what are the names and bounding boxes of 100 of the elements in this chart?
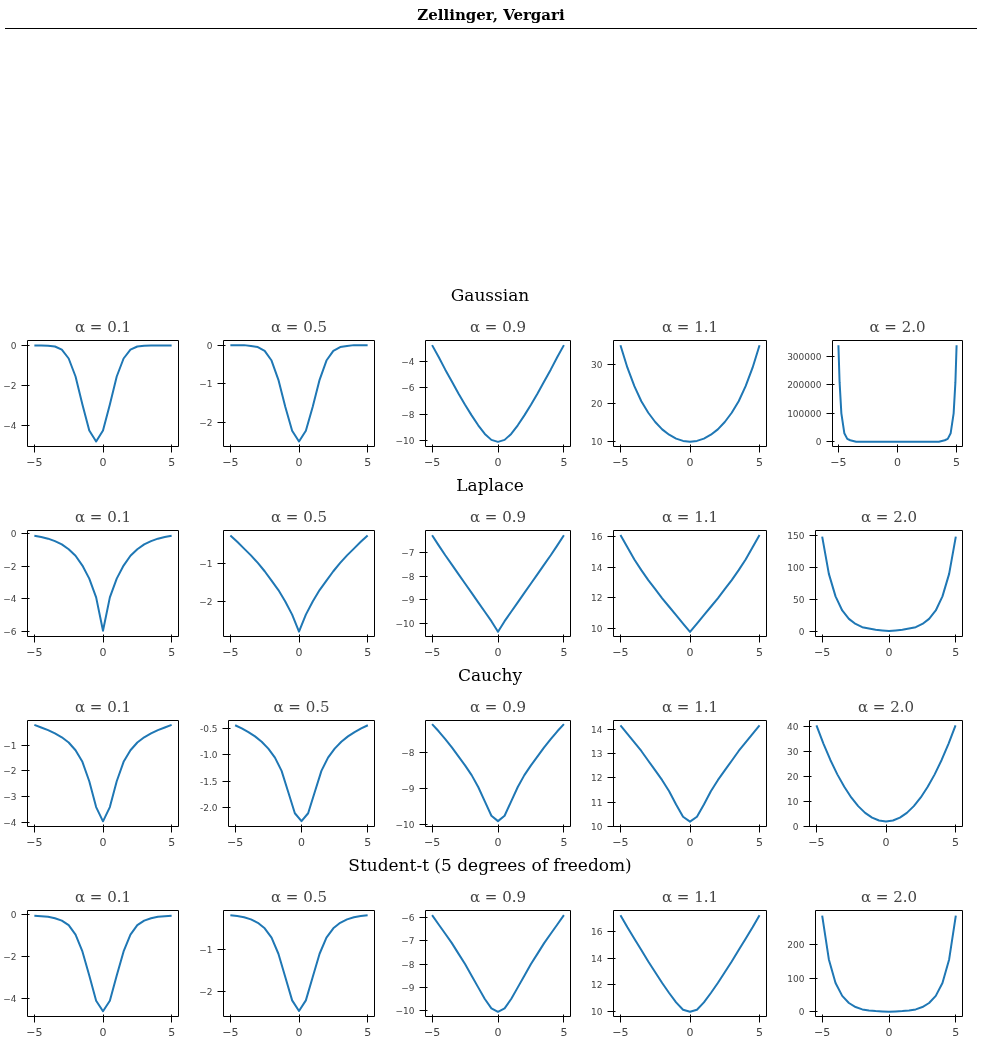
y-tick-label: 0 [10, 910, 17, 921]
y-tick-label: -1.0 [199, 750, 218, 761]
y-tick-label: −7 [401, 548, 415, 559]
y-tick-label: 100 [787, 562, 805, 573]
y-tick-label: −1 [3, 740, 17, 751]
y-tick-label: −10 [395, 820, 415, 831]
y-tick-label: −10 [395, 619, 415, 630]
x-tick-label: −5 [814, 1025, 831, 1039]
y-tick-label: −8 [401, 571, 415, 582]
y-tick-label: −2 [3, 766, 17, 777]
x-tick-label: −5 [814, 645, 831, 659]
y-tick-label: 200 [787, 939, 805, 950]
y-tick-label: −2 [199, 417, 213, 428]
y-tick-label: 11 [591, 797, 603, 808]
y-tick-label: 10 [787, 796, 799, 807]
y-tick-label: 10 [591, 437, 603, 448]
x-tick-label: 5 [756, 455, 764, 469]
y-tick-label: 0 [798, 1007, 805, 1018]
x-tick-label: −5 [222, 1025, 239, 1039]
x-tick-label: −5 [423, 455, 441, 469]
x-tick-label: 5 [364, 645, 372, 659]
x-tick-label: 0 [885, 1025, 893, 1039]
chart-title: α = 0.9 [469, 697, 527, 716]
y-tick-label: 0 [10, 529, 17, 540]
line-series [229, 534, 369, 633]
x-tick-label: 0 [295, 645, 303, 659]
x-tick-label: 5 [756, 1025, 764, 1039]
y-tick-label: 150 [787, 530, 805, 541]
y-tick-label: −1 [199, 379, 213, 390]
chart-title: α = 0.5 [270, 317, 328, 336]
line-series [619, 344, 761, 443]
y-tick-label: −4 [3, 994, 17, 1005]
x-tick-label: 5 [168, 455, 176, 469]
x-tick-label: 0 [99, 835, 107, 849]
x-tick-label: 5 [952, 835, 960, 849]
chart-title: α = 2.0 [869, 317, 926, 336]
x-tick-label: −5 [423, 835, 441, 849]
x-tick-label: 5 [364, 1025, 372, 1039]
line-series [229, 344, 369, 443]
chart-title: α = 1.1 [661, 317, 719, 336]
y-tick-label: −8 [401, 748, 415, 759]
y-tick-label: 0 [798, 627, 805, 638]
y-tick-label: −9 [401, 595, 415, 606]
line-series [229, 914, 369, 1012]
x-tick-label: −5 [612, 455, 629, 469]
y-tick-label: −1 [199, 559, 213, 570]
y-tick-label: 50 [793, 595, 805, 606]
text: Laplace [455, 474, 525, 497]
y-tick-label: −10 [395, 436, 415, 447]
y-tick-label: 16 [591, 532, 603, 543]
y-tick-label: 12 [591, 773, 603, 784]
text: Student-t (5 degrees of freedom) [347, 854, 633, 877]
y-tick-label: 10 [591, 822, 603, 832]
line-series [431, 534, 565, 633]
text: Cauchy [456, 664, 524, 687]
y-tick-label: 10 [591, 623, 603, 634]
x-tick-label: 0 [494, 835, 502, 849]
y-tick-label: 40 [787, 722, 799, 733]
x-tick-label: −5 [26, 1025, 43, 1039]
x-tick-label: 5 [953, 455, 961, 469]
x-tick-label: 0 [298, 835, 305, 849]
x-tick-label: 0 [99, 1025, 107, 1039]
x-tick-label: −5 [26, 455, 43, 469]
chart-title: α = 2.0 [857, 697, 915, 716]
text: Zellinger, Vergari [5, 5, 977, 30]
y-tick-label: 12 [591, 593, 603, 604]
y-tick-label: −9 [401, 982, 415, 993]
x-tick-label: −5 [423, 1025, 441, 1039]
y-tick-label: −6 [401, 383, 415, 394]
x-tick-label: 0 [686, 455, 694, 469]
line-series [234, 724, 369, 823]
line-series [837, 344, 958, 443]
x-tick-label: 5 [756, 645, 764, 659]
chart-title: α = 0.5 [270, 507, 328, 526]
x-tick-label: 0 [686, 645, 694, 659]
y-tick-label: 16 [591, 926, 603, 937]
x-tick-label: −5 [612, 1025, 629, 1039]
y-tick-label: 13 [591, 748, 603, 759]
y-tick-label: 10 [591, 1007, 603, 1018]
y-tick-label: 14 [591, 562, 603, 573]
x-tick-label: −5 [222, 455, 239, 469]
x-tick-label: 0 [295, 1025, 303, 1039]
y-tick-label: 30 [787, 747, 799, 758]
y-tick-label: −4 [401, 356, 415, 367]
y-tick-label: 100 [787, 973, 805, 984]
x-tick-label: 5 [168, 835, 176, 849]
y-tick-label: 0 [815, 437, 822, 448]
x-tick-label: 0 [885, 645, 893, 659]
chart-title: α = 0.1 [74, 697, 132, 716]
y-tick-label: −2 [3, 561, 17, 572]
x-tick-label: −5 [222, 645, 239, 659]
y-tick-label: 0 [792, 821, 799, 832]
y-tick-label: −10 [395, 1006, 415, 1017]
x-tick-label: 0 [686, 1025, 694, 1039]
y-tick-label: −4 [3, 818, 17, 829]
y-tick-label: 0 [10, 341, 17, 351]
line-series [33, 344, 173, 443]
y-tick-label: 12 [591, 980, 603, 991]
x-tick-label: 0 [494, 455, 502, 469]
y-tick-label: -2.0 [199, 803, 218, 814]
